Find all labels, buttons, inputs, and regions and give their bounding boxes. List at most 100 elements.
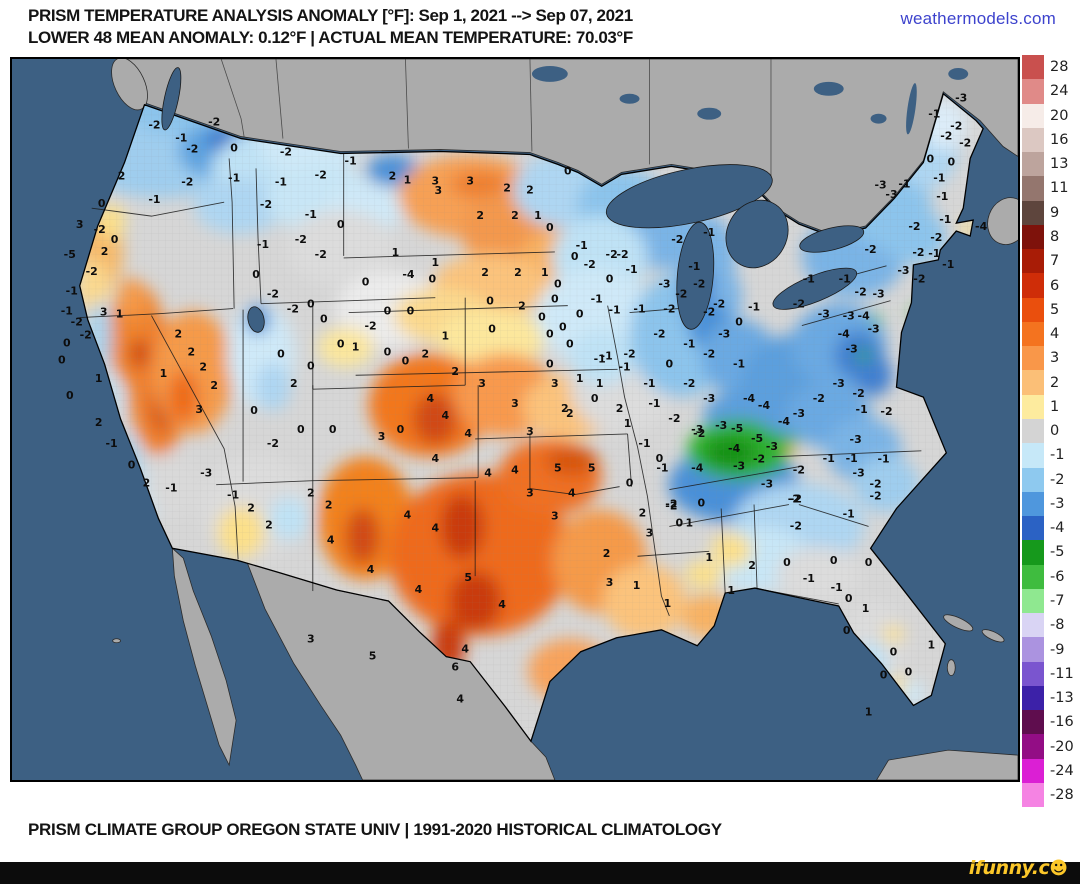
legend-color-swatch	[1022, 540, 1044, 565]
map-value-label: -2	[295, 233, 307, 246]
map-value-label: 0	[407, 305, 415, 318]
map-value-label: 2	[561, 402, 569, 415]
map-value-label: 0	[337, 337, 345, 350]
map-value-label: 4	[432, 521, 440, 534]
legend-labels: 28 24 20 16 13 11 9 8 7 6 5 4 3 2 1 0 -1 -2 -3 -4 -5 -6 -7 -8 -9…	[1050, 55, 1074, 807]
map-value-label: -4	[743, 392, 756, 405]
map-value-label: 2	[451, 365, 459, 378]
legend-value-label: -20	[1050, 738, 1074, 755]
legend-color-swatch	[1022, 588, 1044, 614]
map-value-label: -1	[66, 285, 78, 298]
map-value-label: -1	[928, 108, 940, 121]
map-value-label: 0	[927, 152, 935, 165]
map-value-label: 2	[639, 506, 647, 519]
legend-value-label: -3	[1050, 495, 1065, 512]
legend-value-label: -9	[1050, 641, 1065, 658]
map-value-label: 0	[58, 353, 66, 366]
legend-color-swatch	[1022, 152, 1044, 177]
weathermodels-link[interactable]: weathermodels.com	[900, 9, 1056, 28]
map-title-block: PRISM TEMPERATURE ANALYSIS ANOMALY [°F]:…	[28, 5, 633, 49]
map-value-label: 0	[307, 359, 315, 372]
legend-color-swatch	[1022, 103, 1044, 128]
legend-value-label: 8	[1050, 228, 1060, 245]
legend-value-label: 9	[1050, 204, 1060, 221]
map-value-label: 4	[511, 464, 519, 477]
map-value-label: -2	[653, 327, 665, 340]
map-value-label: -3	[715, 419, 727, 432]
map-value-label: -2	[790, 493, 802, 506]
map-value-label: -3	[853, 467, 865, 480]
map-value-label: 0	[384, 345, 392, 358]
legend-value-label: -13	[1050, 690, 1074, 707]
map-value-label: -1	[618, 360, 630, 373]
legend-value-label: 28	[1050, 59, 1069, 76]
map-value-label: -1	[648, 397, 660, 410]
map-value-label: -3	[703, 392, 715, 405]
map-value-label: 0	[250, 404, 258, 417]
map-value-label: 2	[199, 360, 207, 373]
map-value-label: -2	[683, 377, 695, 390]
map-value-label: -2	[703, 306, 715, 319]
legend-value-label: 3	[1050, 350, 1060, 367]
map-value-label: -5	[731, 422, 743, 435]
map-value-label: 1	[928, 639, 936, 652]
map-value-label: 1	[441, 329, 449, 342]
anomaly-map-canvas: -2 -1 -2 -2 0 2 0 -1 -2 -2 -1 -1 3 -2 0 2 -5 -2 -1 3 1 -1 -2 -2…	[10, 57, 1020, 782]
map-value-label: 2	[526, 183, 534, 196]
legend-color-swatch	[1022, 273, 1044, 298]
legend-value-label: -1	[1050, 447, 1065, 464]
map-value-label: 2	[616, 402, 624, 415]
map-value-label: -2	[930, 231, 942, 244]
map-value-label: 0	[329, 423, 337, 436]
map-value-label: -2	[865, 243, 877, 256]
map-value-label: -2	[80, 328, 92, 341]
map-value-label: -2	[86, 265, 98, 278]
map-value-label: 0	[576, 308, 584, 321]
map-value-label: -3	[872, 288, 884, 301]
map-value-label: -1	[831, 581, 843, 594]
map-value-label: 3	[76, 218, 84, 231]
map-value-label: -2	[912, 246, 924, 259]
map-value-label: 0	[697, 497, 705, 510]
legend-value-label: 4	[1050, 326, 1060, 343]
map-value-label: -1	[928, 247, 940, 260]
legend-color-swatch	[1022, 200, 1044, 225]
map-value-label: -1	[939, 213, 951, 226]
map-value-label: -2	[793, 298, 805, 311]
map-value-label: 3	[478, 377, 486, 390]
map-value-label: -2	[280, 145, 292, 158]
map-value-label: -1	[823, 452, 835, 465]
legend-color-swatch	[1022, 321, 1044, 347]
map-value-label: -1	[748, 301, 760, 314]
map-value-label: -1	[175, 132, 187, 145]
map-value-label: -1	[843, 507, 855, 520]
map-value-label: 1	[705, 551, 713, 564]
legend-value-label: 11	[1050, 180, 1069, 197]
map-value-label: -3	[766, 440, 778, 453]
lake-michigan	[676, 221, 715, 330]
map-value-label: -2	[94, 223, 106, 236]
map-value-label: 4	[367, 563, 375, 576]
map-value-label: 0	[890, 646, 898, 659]
map-value-label: -1	[856, 403, 868, 416]
map-value-label: -2	[855, 286, 867, 299]
map-value-label: -1	[609, 304, 621, 317]
map-value-label: 2	[476, 209, 484, 222]
lake-huron	[725, 199, 789, 269]
map-value-label: 3	[100, 306, 108, 319]
map-value-label: 4	[464, 427, 472, 440]
map-value-label: -1	[803, 273, 815, 286]
map-value-label: -1	[594, 352, 606, 365]
map-value-label: -2	[663, 303, 675, 316]
map-value-label: -2	[880, 405, 892, 418]
map-value-label: -2	[287, 303, 299, 316]
map-value-label: 2	[514, 266, 522, 279]
map-value-label: 1	[392, 246, 400, 259]
legend-color-swatch	[1022, 297, 1044, 322]
map-value-label: -1	[643, 377, 655, 390]
map-value-label: -1	[601, 349, 613, 362]
map-value-label: -2	[208, 116, 220, 129]
map-value-label: 4	[441, 409, 449, 422]
map-value-label: -2	[668, 412, 680, 425]
map-value-label: -3	[867, 322, 879, 335]
